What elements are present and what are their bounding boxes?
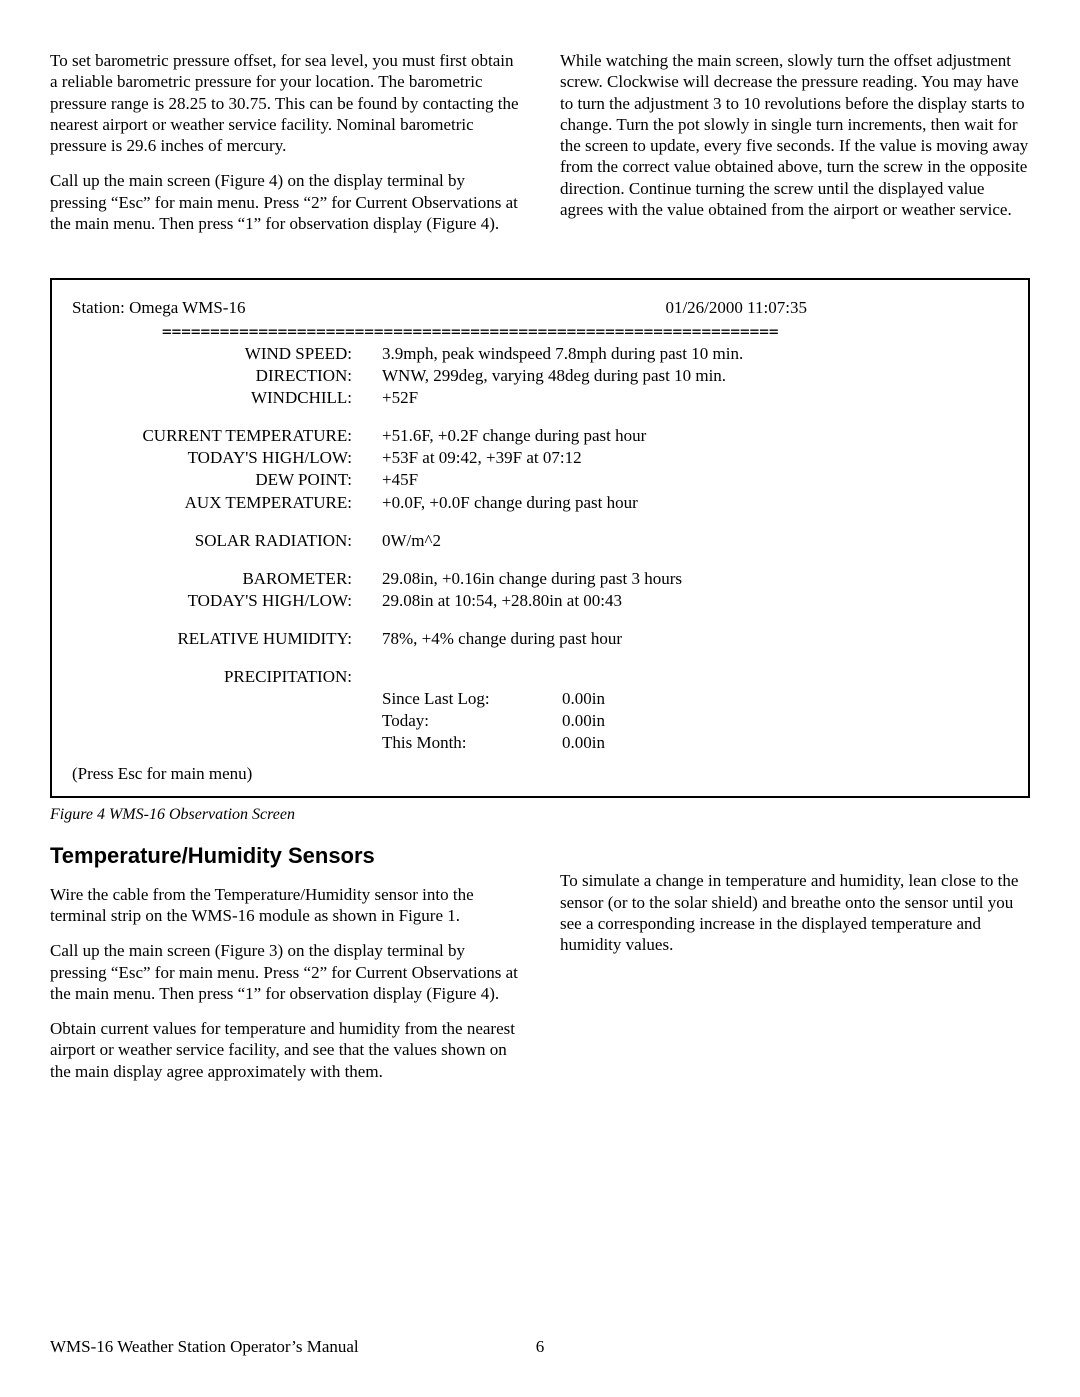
precip-value: 0.00in — [562, 732, 642, 754]
row-value: +0.0F, +0.0F change during past hour — [382, 492, 1008, 514]
figure-rows-block5: RELATIVE HUMIDITY:78%, +4% change during… — [112, 628, 1008, 650]
precip-table: Since Last Log:0.00in Today:0.00in This … — [382, 688, 1008, 754]
row-value: 29.08in at 10:54, +28.80in at 00:43 — [382, 590, 1008, 612]
row-label: WIND SPEED: — [112, 343, 382, 365]
figure-rows-block2: CURRENT TEMPERATURE:+51.6F, +0.2F change… — [112, 425, 1008, 513]
figure-header: Station: Omega WMS-16 01/26/2000 11:07:3… — [72, 298, 1008, 318]
row-value — [382, 666, 1008, 688]
row-label: AUX TEMPERATURE: — [112, 492, 382, 514]
manual-title: WMS-16 Weather Station Operator’s Manual — [50, 1337, 359, 1357]
observation-screen-figure: Station: Omega WMS-16 01/26/2000 11:07:3… — [50, 278, 1030, 798]
row-label: BAROMETER: — [112, 568, 382, 590]
row-label: TODAY'S HIGH/LOW: — [112, 590, 382, 612]
row-label: CURRENT TEMPERATURE: — [112, 425, 382, 447]
intro-right-col: While watching the main screen, slowly t… — [560, 50, 1030, 248]
intro-columns: To set barometric pressure offset, for s… — [50, 50, 1030, 248]
row-label: TODAY'S HIGH/LOW: — [112, 447, 382, 469]
figure-rows-block4: BAROMETER:29.08in, +0.16in change during… — [112, 568, 1008, 612]
row-label: SOLAR RADIATION: — [112, 530, 382, 552]
precip-label: Today: — [382, 710, 562, 732]
figure-rows-block3: SOLAR RADIATION:0W/m^2 — [112, 530, 1008, 552]
section-heading: Temperature/Humidity Sensors — [50, 842, 520, 870]
section-left-p1: Wire the cable from the Temperature/Humi… — [50, 884, 520, 927]
section-left-p3: Obtain current values for temperature an… — [50, 1018, 520, 1082]
figure-caption: Figure 4 WMS-16 Observation Screen — [50, 806, 1030, 824]
row-label: DEW POINT: — [112, 469, 382, 491]
row-label: RELATIVE HUMIDITY: — [112, 628, 382, 650]
precip-value: 0.00in — [562, 688, 642, 710]
row-value: +52F — [382, 387, 1008, 409]
row-value: +45F — [382, 469, 1008, 491]
section-left-col: Temperature/Humidity Sensors Wire the ca… — [50, 842, 520, 1096]
figure-rows-block6: PRECIPITATION: — [112, 666, 1008, 688]
intro-left-col: To set barometric pressure offset, for s… — [50, 50, 520, 248]
row-value: 0W/m^2 — [382, 530, 1008, 552]
row-value: 3.9mph, peak windspeed 7.8mph during pas… — [382, 343, 1008, 365]
precip-value: 0.00in — [562, 710, 642, 732]
page-footer: WMS-16 Weather Station Operator’s Manual… — [50, 1337, 1030, 1357]
precip-label: This Month: — [382, 732, 562, 754]
figure-footer: (Press Esc for main menu) — [72, 764, 1008, 784]
section-left-p2: Call up the main screen (Figure 3) on th… — [50, 940, 520, 1004]
row-value: +53F at 09:42, +39F at 07:12 — [382, 447, 1008, 469]
intro-left-p2: Call up the main screen (Figure 4) on th… — [50, 170, 520, 234]
datetime-label: 01/26/2000 11:07:35 — [665, 298, 807, 318]
row-label: WINDCHILL: — [112, 387, 382, 409]
row-label: PRECIPITATION: — [112, 666, 382, 688]
page-number: 6 — [536, 1337, 545, 1357]
intro-left-p1: To set barometric pressure offset, for s… — [50, 50, 520, 156]
station-label: Station: Omega WMS-16 — [72, 298, 245, 318]
row-value: +51.6F, +0.2F change during past hour — [382, 425, 1008, 447]
row-value: 29.08in, +0.16in change during past 3 ho… — [382, 568, 1008, 590]
row-value: 78%, +4% change during past hour — [382, 628, 1008, 650]
section-right-col: To simulate a change in temperature and … — [560, 842, 1030, 1096]
row-value: WNW, 299deg, varying 48deg during past 1… — [382, 365, 1008, 387]
precip-label: Since Last Log: — [382, 688, 562, 710]
intro-right-p1: While watching the main screen, slowly t… — [560, 50, 1030, 220]
section-columns: Temperature/Humidity Sensors Wire the ca… — [50, 842, 1030, 1096]
figure-rows-block1: WIND SPEED:3.9mph, peak windspeed 7.8mph… — [112, 343, 1008, 409]
figure-divider: ========================================… — [162, 322, 1008, 341]
row-label: DIRECTION: — [112, 365, 382, 387]
section-right-p1: To simulate a change in temperature and … — [560, 870, 1030, 955]
